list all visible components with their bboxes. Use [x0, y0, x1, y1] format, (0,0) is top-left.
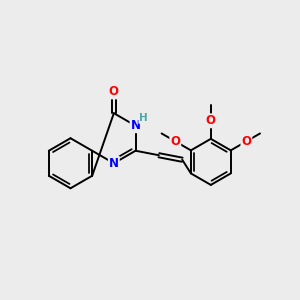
- Text: O: O: [242, 135, 251, 148]
- Text: O: O: [170, 135, 180, 148]
- Text: H: H: [139, 113, 148, 123]
- Text: N: N: [130, 119, 140, 132]
- Text: N: N: [109, 157, 119, 170]
- Text: O: O: [206, 114, 216, 127]
- Text: O: O: [109, 85, 119, 98]
